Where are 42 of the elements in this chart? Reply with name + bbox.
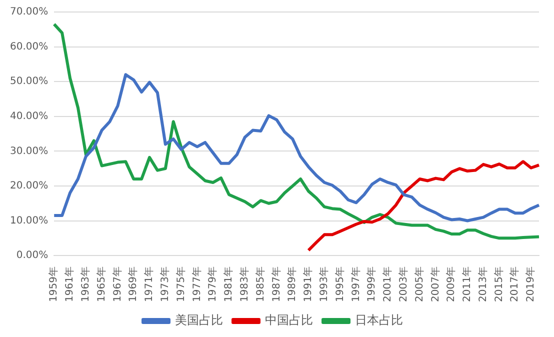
x-tick-label: 2013年 <box>476 266 489 302</box>
x-tick-label: 1981年 <box>222 266 235 302</box>
y-tick-label: 10.00% <box>10 215 48 226</box>
x-tick-label: 1975年 <box>174 266 187 302</box>
y-tick-label: 30.00% <box>10 146 48 157</box>
y-tick-label: 60.00% <box>10 41 48 52</box>
x-tick-label: 1959年 <box>48 266 60 302</box>
x-tick-label: 1989年 <box>286 266 298 302</box>
x-tick-label: 1987年 <box>270 266 282 302</box>
y-tick-label: 0.00% <box>16 250 48 262</box>
x-tick-label: 2009年 <box>445 266 458 302</box>
x-tick-label: 1999年 <box>366 266 378 302</box>
x-tick-label: 1991年 <box>302 266 314 302</box>
x-tick-label: 1997年 <box>350 266 362 302</box>
y-tick-label: 40.00% <box>10 110 48 122</box>
x-tick-label: 2003年 <box>397 266 410 302</box>
y-tick-label: 50.00% <box>10 76 48 88</box>
legend-label: 美国占比 <box>175 313 223 328</box>
x-tick-label: 1977年 <box>190 266 203 302</box>
x-tick-label: 1973年 <box>159 266 172 302</box>
x-tick-label: 2005年 <box>413 266 426 302</box>
x-tick-label: 1963年 <box>80 266 92 302</box>
x-tick-label: 2017年 <box>508 266 521 302</box>
y-tick-label: 20.00% <box>10 180 48 192</box>
x-tick-label: 1995年 <box>334 266 346 302</box>
x-tick-label: 1965年 <box>95 266 108 302</box>
x-tick-label: 2015年 <box>492 266 505 302</box>
x-tick-label: 1969年 <box>127 266 140 302</box>
x-tick-label: 2011年 <box>461 266 474 302</box>
x-tick-label: 2019年 <box>524 266 537 302</box>
x-tick-label: 1993年 <box>318 266 330 302</box>
legend-label: 中国占比 <box>265 313 313 328</box>
legend-label: 日本占比 <box>355 313 403 328</box>
x-tick-label: 1961年 <box>64 266 76 302</box>
x-tick-label: 1983年 <box>238 266 250 302</box>
x-tick-label: 1971年 <box>143 266 156 302</box>
x-tick-label: 2007年 <box>429 266 442 302</box>
x-tick-label: 1985年 <box>254 266 266 302</box>
x-tick-label: 1967年 <box>111 266 124 302</box>
x-tick-label: 2001年 <box>382 266 394 302</box>
x-tick-label: 1979年 <box>206 266 219 302</box>
y-tick-label: 70.00% <box>10 6 48 18</box>
